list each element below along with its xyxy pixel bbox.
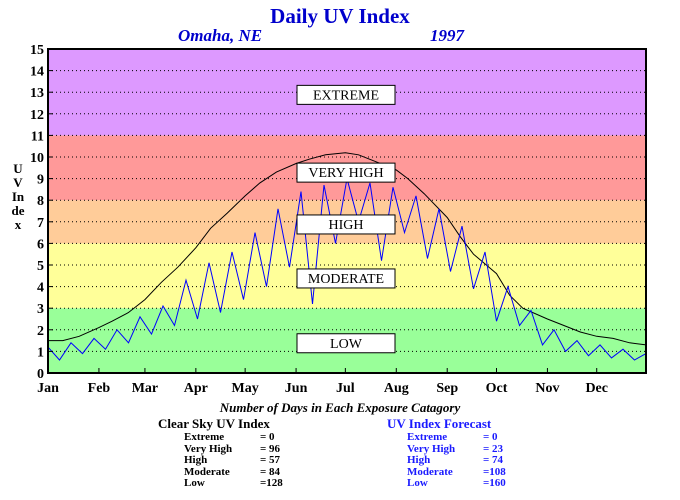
- band-label: HIGH: [329, 218, 364, 233]
- table-row: Moderate = 84: [158, 465, 283, 479]
- y-tick-label: 14: [30, 65, 44, 80]
- band-label: MODERATE: [308, 272, 384, 287]
- band-label-box: [296, 84, 396, 105]
- y-tick-label: 7: [37, 216, 44, 231]
- chart-location: Omaha, NE: [178, 26, 263, 45]
- table-row: High = 74: [387, 454, 506, 467]
- x-tick-label: Jan: [37, 381, 59, 396]
- row-label: Moderate: [184, 465, 230, 478]
- x-tick-label: Feb: [88, 381, 111, 396]
- y-tick-label: 5: [37, 259, 44, 274]
- y-tick-label: 11: [31, 129, 44, 144]
- row-value: =108: [483, 465, 506, 478]
- y-tick-label: 6: [37, 237, 44, 252]
- x-tick-label: Oct: [486, 381, 508, 396]
- y-tick-label: 0: [37, 367, 44, 382]
- forecast-table-title: UV Index Forecast: [387, 416, 492, 431]
- row-label: Extreme: [407, 431, 448, 443]
- table-row: Low =160: [387, 478, 506, 490]
- row-value: = 74: [483, 454, 504, 467]
- y-axis-label: UV Index: [11, 161, 25, 232]
- table-row: Very High = 96: [158, 442, 283, 456]
- y-tick-label: 13: [30, 86, 44, 101]
- y-tick-label: 2: [37, 324, 44, 339]
- y-tick-label: 3: [37, 302, 44, 317]
- series-line-clear-sky: [48, 152, 647, 346]
- row-value: = 0: [260, 431, 275, 443]
- band-label-box: [296, 268, 396, 289]
- band-label-box: [296, 214, 396, 235]
- table-row: Moderate =108: [387, 465, 506, 479]
- table-row: Extreme = 0: [158, 431, 283, 444]
- x-tick-label: Apr: [184, 381, 208, 396]
- plot-frame: [47, 48, 647, 374]
- y-tick-label: 15: [30, 43, 44, 58]
- clear-sky-table: Clear Sky UV Index Extreme = 0 Very High =…: [158, 416, 283, 490]
- summary-heading: Number of Days in Each Exposure Catagory: [219, 400, 461, 415]
- x-tick-label: Jul: [336, 381, 355, 396]
- x-tick-label: Nov: [535, 381, 559, 396]
- y-tick-label: 12: [30, 108, 44, 123]
- row-label: Moderate: [407, 465, 453, 478]
- y-tick-label: 4: [37, 281, 44, 296]
- band-label-box: [296, 333, 396, 354]
- row-label: Low: [407, 477, 428, 490]
- row-value: =160: [483, 477, 506, 490]
- chart-year: 1997: [430, 26, 464, 45]
- band-label: EXTREME: [313, 88, 379, 103]
- row-value: = 57: [260, 454, 281, 467]
- x-tick-label: Mar: [132, 381, 158, 396]
- x-tick-label: Aug: [384, 381, 409, 396]
- y-tick-label: 9: [37, 173, 44, 188]
- y-tick-label: 10: [30, 151, 44, 166]
- row-value: = 0: [483, 431, 498, 443]
- row-label: High: [407, 454, 431, 467]
- table-row: Very High = 23: [387, 442, 506, 456]
- band-label: LOW: [330, 337, 363, 352]
- y-tick-label: 1: [37, 345, 44, 360]
- row-value: = 23: [483, 442, 504, 455]
- chart-title: Daily UV Index: [270, 4, 410, 28]
- row-label: Extreme: [184, 431, 225, 443]
- x-tick-label: Jun: [285, 381, 308, 396]
- clear-sky-table-title: Clear Sky UV Index: [158, 416, 270, 431]
- row-value: = 96: [260, 442, 281, 455]
- row-label: Low: [184, 477, 205, 490]
- row-label: Very High: [407, 442, 456, 455]
- forecast-table: UV Index Forecast Extreme = 0 Very High = …: [387, 416, 506, 490]
- x-tick-label: Sep: [436, 381, 458, 396]
- row-label: High: [184, 454, 208, 467]
- table-row: High = 57: [158, 454, 283, 467]
- x-tick-label: May: [232, 381, 259, 396]
- table-row: Low =128: [158, 478, 283, 490]
- row-label: Very High: [184, 442, 233, 455]
- row-value: =128: [260, 477, 283, 490]
- y-tick-label: 8: [37, 194, 44, 209]
- x-tick-label: Dec: [585, 381, 608, 396]
- band-label: VERY HIGH: [308, 166, 383, 181]
- band-labels: LOW MODERATE HIGH VERY HIGH EXTREME: [296, 84, 396, 354]
- row-value: = 84: [260, 465, 281, 478]
- band-label-box: [296, 162, 396, 183]
- table-row: Extreme = 0: [387, 431, 506, 444]
